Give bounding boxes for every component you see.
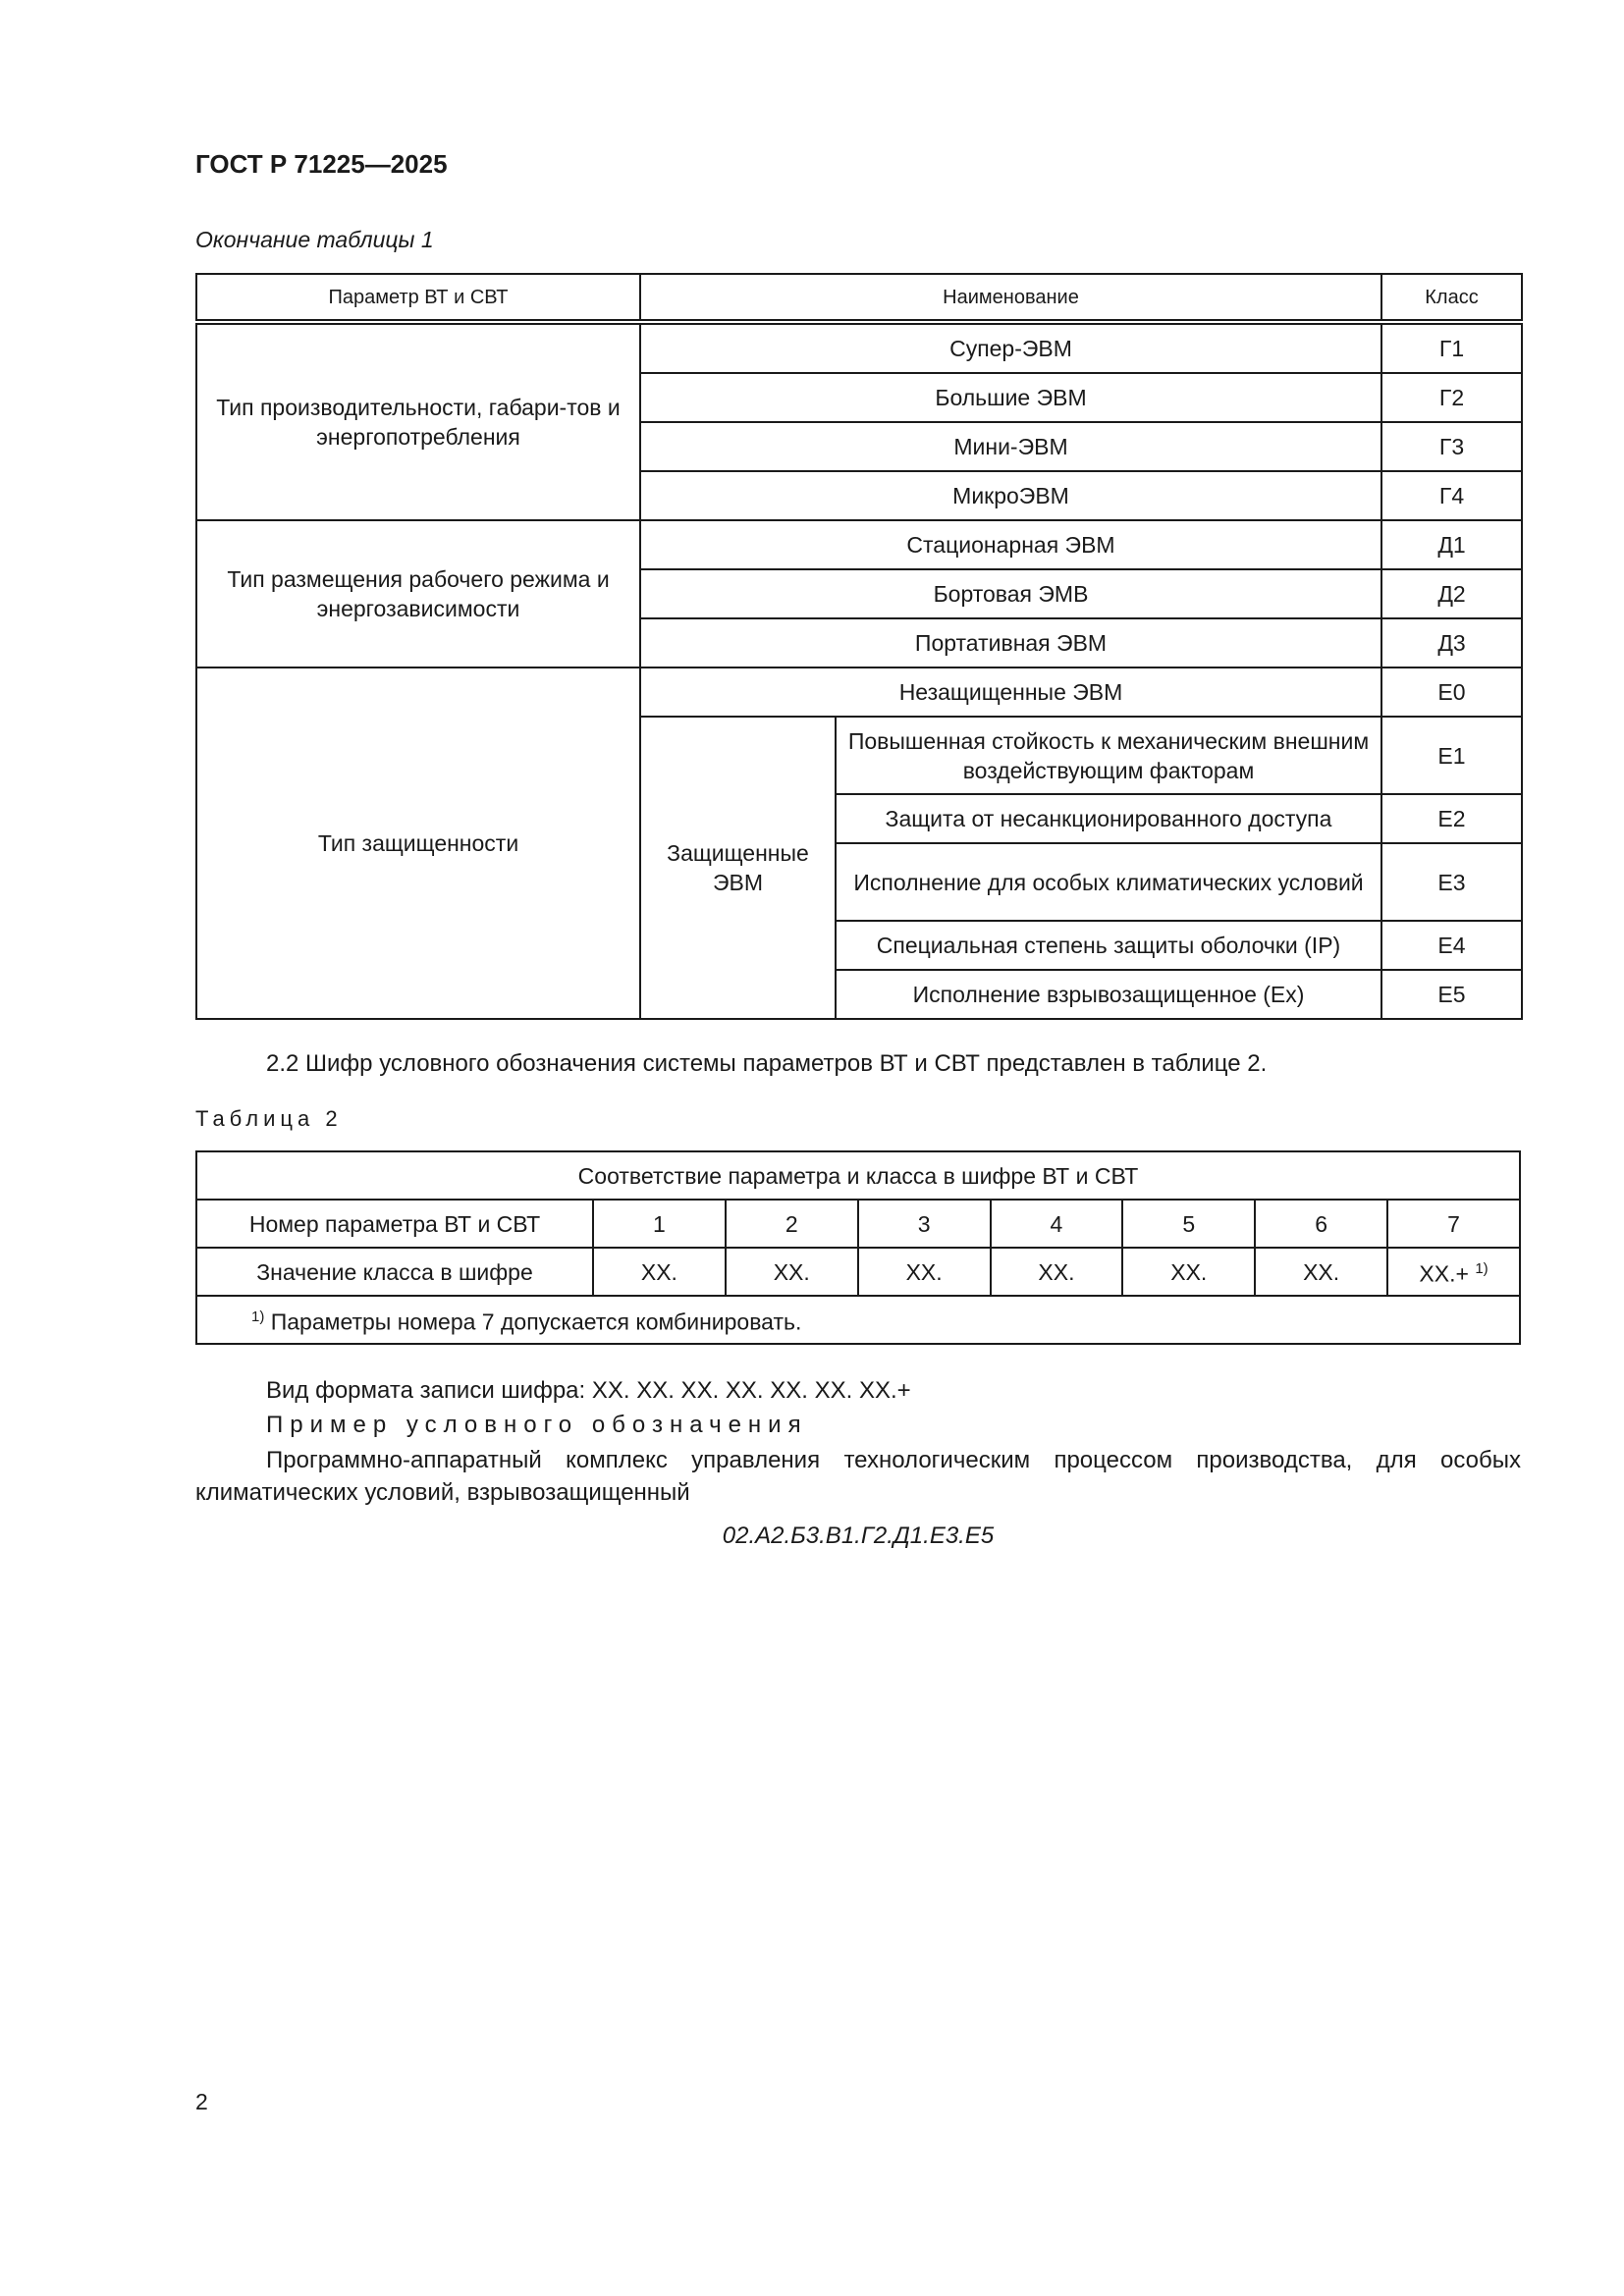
table-row: МикроЭВМ Г4 xyxy=(196,470,1523,521)
number-cell: 2 xyxy=(724,1199,859,1249)
table-row: Значение класса в шифре ХХ. ХХ. ХХ. ХХ. … xyxy=(195,1247,1521,1297)
table-2: Соответствие параметра и класса в шифре … xyxy=(195,1150,1521,1345)
table-row: Исполнение взрывозащищенное (Ех) Е5 xyxy=(196,969,1523,1020)
table2-caption: Таблица 2 xyxy=(195,1106,343,1131)
table-row: Исполнение для особых климатических усло… xyxy=(196,842,1523,922)
class-cell: Е0 xyxy=(1380,667,1523,718)
class-cell: Г3 xyxy=(1380,421,1523,472)
class-cell: Е5 xyxy=(1380,969,1523,1020)
class-cell: Е3 xyxy=(1380,842,1523,922)
format-line: Вид формата записи шифра: ХХ. ХХ. ХХ. ХХ… xyxy=(266,1377,911,1404)
name-cell: Повышенная стойкость к механическим внеш… xyxy=(835,716,1382,795)
value-cell: ХХ. xyxy=(592,1247,727,1297)
subgroup-cell: Защищенные ЭВМ xyxy=(639,716,837,1020)
table-row: Тип размещения рабочего режима и энергоз… xyxy=(195,519,1523,668)
table-row: Мини-ЭВМ Г3 xyxy=(196,421,1523,472)
name-cell: Бортовая ЭМВ xyxy=(639,568,1382,619)
value-cell: ХХ. xyxy=(1254,1247,1389,1297)
class-cell: Д1 xyxy=(1380,519,1523,570)
table-row: Специальная степень защиты оболочки (IP)… xyxy=(196,920,1523,971)
value-cell: ХХ.+ 1) xyxy=(1386,1247,1521,1297)
name-cell: Специальная степень защиты оболочки (IP) xyxy=(835,920,1382,971)
table-row: Номер параметра ВТ и СВТ 1 2 3 4 5 6 7 xyxy=(195,1199,1521,1249)
table-row: Большие ЭВМ Г2 xyxy=(196,372,1523,423)
table-row: Портативная ЭВМ Д3 xyxy=(196,617,1523,668)
class-cell: Г2 xyxy=(1380,372,1523,423)
class-cell: Г4 xyxy=(1380,470,1523,521)
value-cell: ХХ. xyxy=(989,1247,1124,1297)
number-cell: 3 xyxy=(856,1199,992,1249)
row-label: Значение класса в шифре xyxy=(195,1247,594,1297)
header-name: Наименование xyxy=(639,273,1382,325)
table-header-row: Параметр ВТ и СВТ Наименование Класс xyxy=(195,273,1523,325)
class-cell: Г1 xyxy=(1380,321,1523,374)
table1-caption: Окончание таблицы 1 xyxy=(195,227,434,252)
class-cell: Е2 xyxy=(1380,793,1523,844)
name-cell: Супер-ЭВМ xyxy=(639,321,1382,374)
value-cell: ХХ. xyxy=(724,1247,859,1297)
param-cell: Тип производительности, габари-тов и эне… xyxy=(195,321,641,521)
table-row: Бортовая ЭМВ Д2 xyxy=(196,568,1523,619)
param-cell: Тип размещения рабочего режима и энергоз… xyxy=(195,519,641,668)
class-cell: Д3 xyxy=(1380,617,1523,668)
name-cell: Стационарная ЭВМ xyxy=(639,519,1382,570)
header-class: Класс xyxy=(1380,273,1523,325)
name-cell: Большие ЭВМ xyxy=(639,372,1382,423)
value-cell: ХХ. xyxy=(1121,1247,1257,1297)
value-cell: ХХ. xyxy=(856,1247,992,1297)
example-code: 02.А2.Б3.В1.Г2.Д1.Е3.Е5 xyxy=(722,1522,995,1549)
table2-title: Соответствие параметра и класса в шифре … xyxy=(195,1150,1521,1201)
class-cell: Е4 xyxy=(1380,920,1523,971)
table-row: Защищенные ЭВМ Повышенная стойкость к ме… xyxy=(196,716,1523,1020)
number-cell: 5 xyxy=(1121,1199,1257,1249)
table-title-row: Соответствие параметра и класса в шифре … xyxy=(195,1150,1521,1201)
name-cell: Незащищенные ЭВМ xyxy=(639,667,1382,718)
table-row: Тип производительности, габари-тов и эне… xyxy=(195,321,1523,521)
document-code: ГОСТ Р 71225—2025 xyxy=(195,149,448,179)
example-heading: Пример условного обозначения xyxy=(266,1412,808,1438)
name-cell: Исполнение для особых климатических усло… xyxy=(835,842,1382,922)
page-number: 2 xyxy=(195,2089,208,2114)
number-cell: 4 xyxy=(989,1199,1124,1249)
name-cell: Защита от несанкционированного доступа xyxy=(835,793,1382,844)
row-label: Номер параметра ВТ и СВТ xyxy=(195,1199,594,1249)
class-cell: Д2 xyxy=(1380,568,1523,619)
table-row: Тип защищенности Незащищенные ЭВМ Е0 xyxy=(195,667,1523,1020)
paragraph-2-2: 2.2 Шифр условного обозначения системы п… xyxy=(266,1050,1268,1077)
footnote-row: 1) Параметры номера 7 допускается комбин… xyxy=(195,1295,1521,1345)
name-cell: Исполнение взрывозащищенное (Ех) xyxy=(835,969,1382,1020)
header-param: Параметр ВТ и СВТ xyxy=(195,273,641,325)
number-cell: 7 xyxy=(1386,1199,1521,1249)
number-cell: 1 xyxy=(592,1199,727,1249)
param-cell: Тип защищенности xyxy=(195,667,641,1020)
table-1: Параметр ВТ и СВТ Наименование Класс Тип… xyxy=(195,273,1523,1020)
name-cell: Портативная ЭВМ xyxy=(639,617,1382,668)
example-description: Программно-аппаратный комплекс управлени… xyxy=(195,1447,1521,1506)
class-cell: Е1 xyxy=(1380,716,1523,795)
name-cell: Мини-ЭВМ xyxy=(639,421,1382,472)
footnote-ref: 1) xyxy=(1475,1260,1489,1278)
table-row: Защита от несанкционированного доступа Е… xyxy=(196,793,1523,844)
footnote: 1) Параметры номера 7 допускается комбин… xyxy=(195,1295,1521,1345)
name-cell: МикроЭВМ xyxy=(639,470,1382,521)
number-cell: 6 xyxy=(1254,1199,1389,1249)
